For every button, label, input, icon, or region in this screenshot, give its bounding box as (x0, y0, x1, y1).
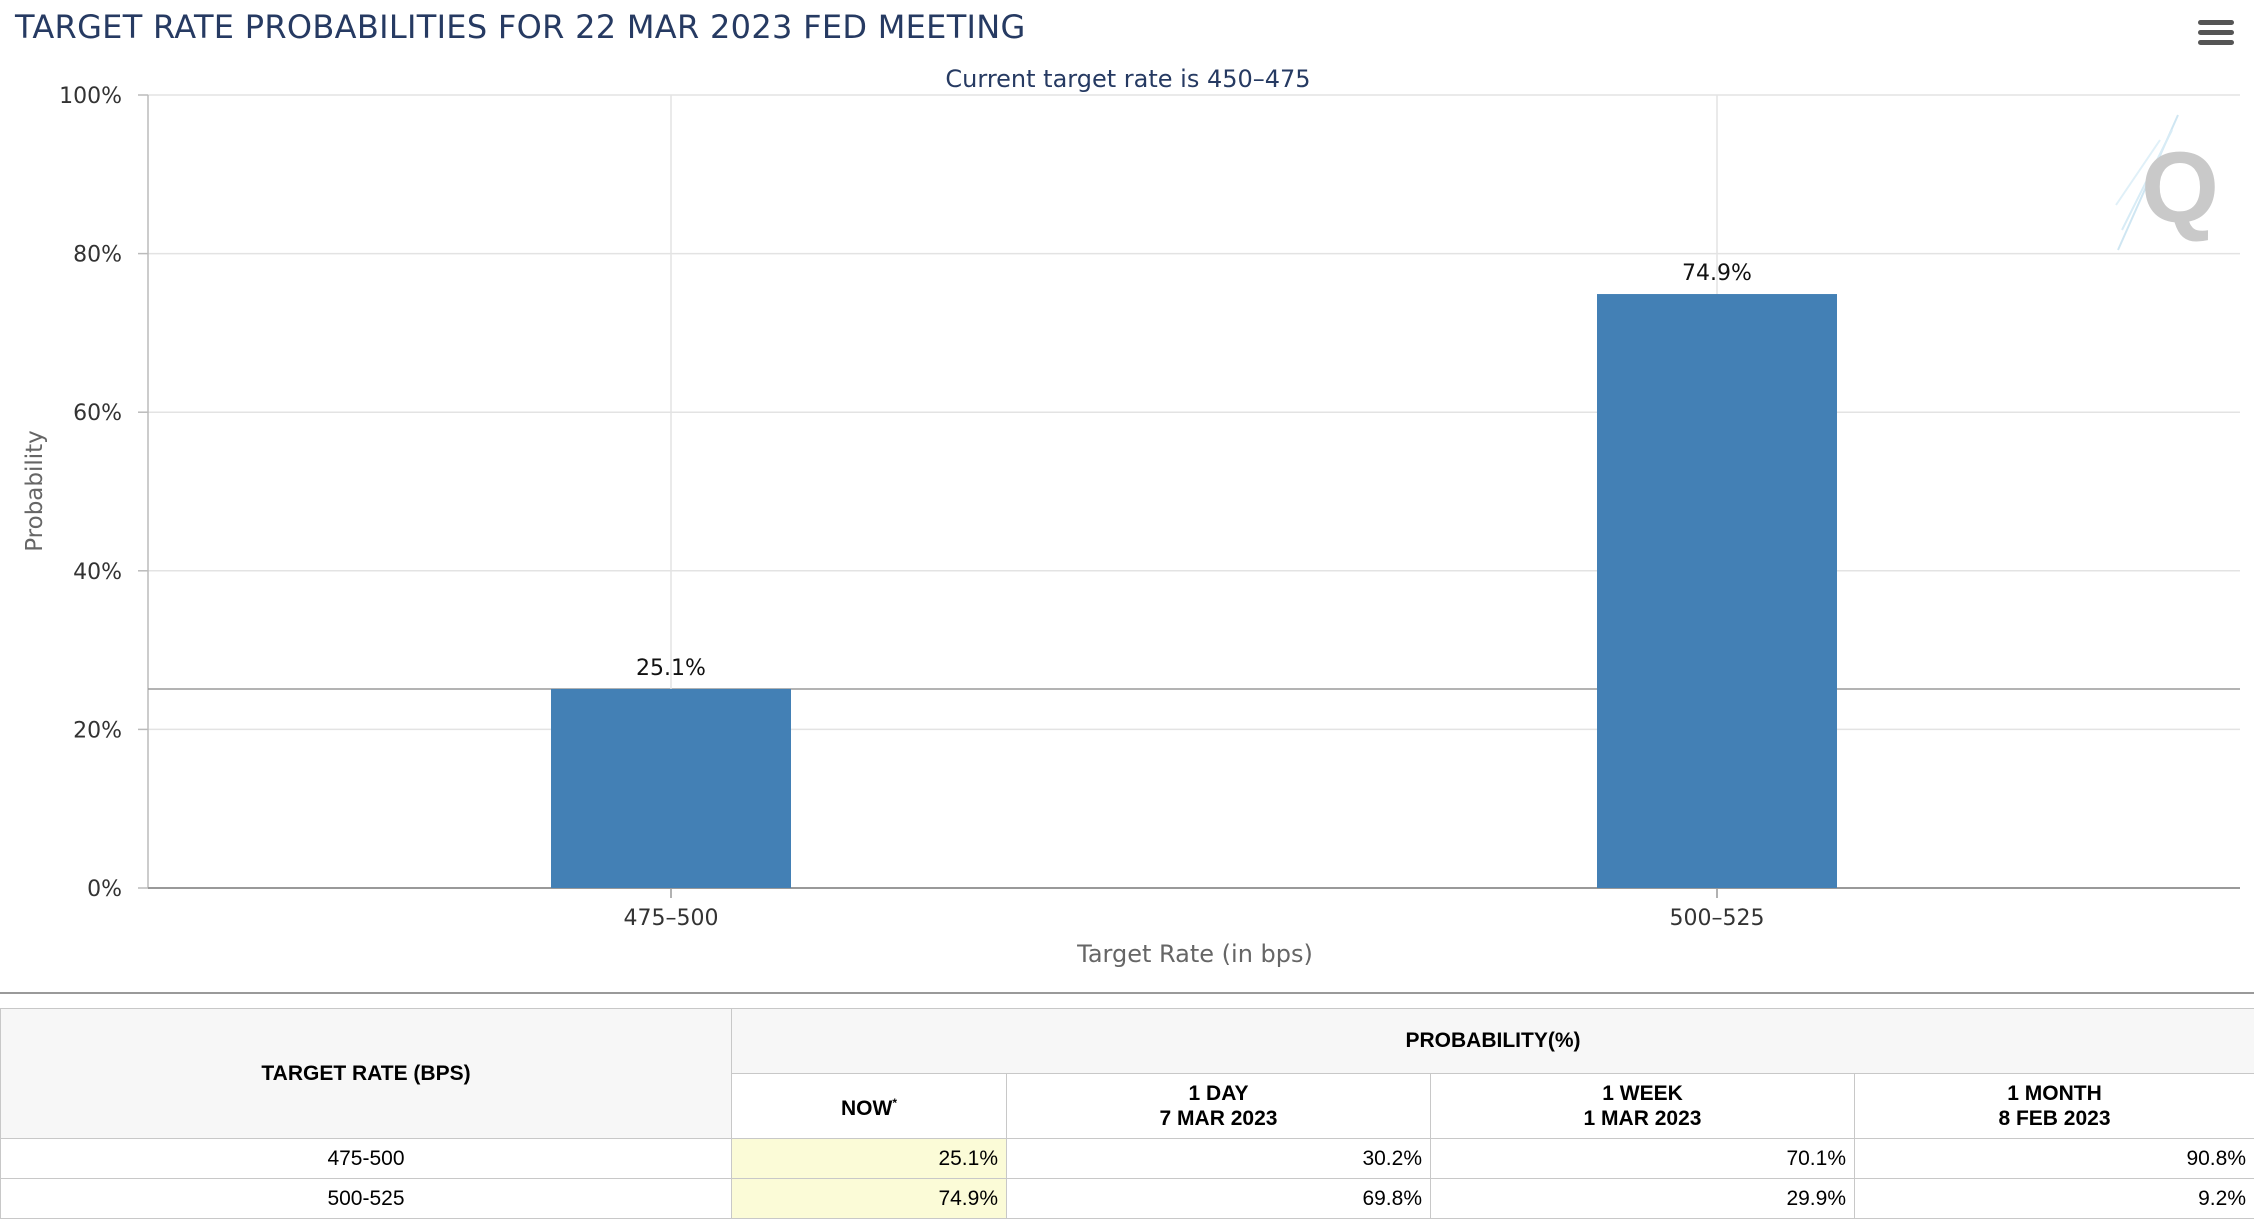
row-now-probability: 74.9% (731, 1178, 1007, 1219)
column-header-1-month: 1 MONTH 8 FEB 2023 (1854, 1073, 2254, 1139)
quikstrike-q-watermark: Q (2115, 114, 2219, 251)
row-1-month-probability: 90.8% (1854, 1138, 2254, 1179)
y-tick-label: 60% (73, 401, 122, 426)
bar-475–500[interactable] (551, 688, 791, 888)
chart-subtitle: Current target rate is 450–475 (945, 65, 1310, 93)
row-target-rate: 500-525 (0, 1178, 732, 1219)
y-axis-title: Probability (22, 430, 48, 552)
table-row: 500-525 74.9% 69.8% 29.9% 9.2% (0, 1178, 2254, 1219)
y-tick-label: 100% (59, 84, 122, 109)
bar-data-label: 74.9% (1682, 261, 1752, 286)
row-1-day-probability: 69.8% (1006, 1178, 1431, 1219)
hamburger-menu-icon[interactable] (2198, 20, 2234, 56)
x-tick-label: 475–500 (624, 906, 719, 931)
probability-table: TARGET RATE (BPS) PROBABILITY(%) NOW* 1 … (0, 1008, 2254, 1219)
table-row: 475-500 25.1% 30.2% 70.1% 90.8% (0, 1138, 2254, 1179)
y-tick-label: 0% (87, 877, 122, 902)
probability-header: PROBABILITY(%) (731, 1008, 2254, 1074)
page-title: TARGET RATE PROBABILITIES FOR 22 MAR 202… (15, 8, 1026, 46)
bar-500–525[interactable] (1597, 294, 1837, 889)
row-now-probability: 25.1% (731, 1138, 1007, 1179)
y-tick-label: 20% (73, 718, 122, 743)
x-axis-title: Target Rate (in bps) (1076, 940, 1313, 968)
chart-labels: 0% 20% 40% 60% 80% 100% 25.1% 475–500 74.9% 500–5… (59, 84, 1764, 931)
x-tick-label: 500–525 (1670, 906, 1765, 931)
column-header-now: NOW* (731, 1073, 1007, 1139)
row-1-week-probability: 29.9% (1430, 1178, 1855, 1219)
y-tick-label: 40% (73, 560, 122, 585)
row-target-rate: 475-500 (0, 1138, 732, 1179)
column-header-1-day: 1 DAY 7 MAR 2023 (1006, 1073, 1431, 1139)
row-1-week-probability: 70.1% (1430, 1138, 1855, 1179)
row-1-day-probability: 30.2% (1006, 1138, 1431, 1179)
target-rate-header: TARGET RATE (BPS) (0, 1008, 732, 1139)
chart-gridlines (138, 94, 2240, 898)
y-tick-label: 80% (73, 243, 122, 268)
watermark-letter: Q (2141, 132, 2219, 244)
row-1-month-probability: 9.2% (1854, 1178, 2254, 1219)
section-divider (0, 992, 2254, 994)
chart-bars (551, 294, 1837, 889)
bar-data-label: 25.1% (636, 656, 706, 681)
probability-bar-chart: Q 0% 20% 40% 60% 80% 100% 25.1% 475–500 74.9% 500… (22, 65, 2240, 968)
column-header-1-week: 1 WEEK 1 MAR 2023 (1430, 1073, 1855, 1139)
footnote-marker: * (892, 1096, 897, 1110)
